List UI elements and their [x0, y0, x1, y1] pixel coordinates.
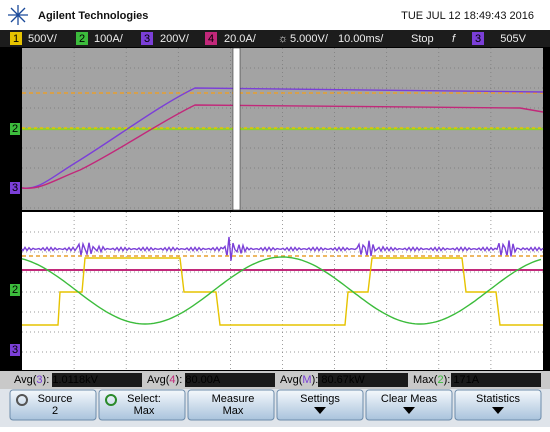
lower-panel	[22, 212, 543, 370]
measurement-channel: 4	[169, 374, 175, 386]
channel-marker-label: 3	[12, 182, 18, 194]
softkey-arrow	[492, 407, 504, 414]
traces	[21, 47, 544, 326]
softkey-icon	[16, 394, 28, 406]
channel-bar	[0, 30, 550, 47]
measurement-func: Avg(	[280, 374, 303, 386]
channel-number: 4	[208, 33, 214, 45]
measurement-func: Avg(	[147, 374, 170, 386]
measurement: Avg(3): 1.0118kV	[14, 374, 99, 386]
brand: Agilent Technologies	[38, 10, 148, 22]
run-state: Stop	[411, 33, 434, 45]
measurement-box	[451, 373, 541, 387]
trigger-source: 3	[475, 33, 481, 45]
channel-badge	[10, 32, 22, 45]
channel-scale: 100A/	[94, 33, 124, 45]
channel-scale: 20.0A/	[224, 33, 257, 45]
measurement-value: ): 171A	[444, 374, 480, 386]
measurement-box	[318, 373, 408, 387]
channel-badge	[205, 32, 217, 45]
channel-marker-label: 2	[12, 123, 18, 135]
trace-ch2-lower	[21, 256, 542, 325]
softkey-value: 2	[52, 405, 58, 417]
measurement-channel: 2	[437, 374, 443, 386]
trigger-slope: f	[452, 33, 456, 45]
measurement: Avg(M): 80.67kW	[280, 374, 365, 386]
softkey-label: Settings	[300, 393, 340, 405]
softkey-arrow	[314, 407, 326, 414]
measurement-func: Avg(	[14, 374, 37, 386]
measurement-value: ): 80.00A	[176, 374, 221, 386]
measurement-box	[52, 373, 142, 387]
softkey-label: Select:	[127, 393, 161, 405]
softkey-label: Statistics	[476, 393, 521, 405]
header-bg	[0, 0, 550, 30]
measurement-func: Max(	[413, 374, 438, 386]
channel-marker	[10, 123, 20, 135]
channel-marker-label: 3	[12, 344, 18, 356]
softkey-label: Clear Meas	[381, 393, 438, 405]
softkey-label: Source	[38, 393, 73, 405]
measurement-value: ): 1.0118kV	[43, 374, 99, 386]
channel-marker	[10, 344, 20, 356]
channel-marker	[10, 182, 20, 194]
measurement-channel: M	[302, 374, 311, 386]
trace-ch3-lower	[21, 236, 544, 261]
channel-marker	[10, 284, 20, 296]
softkey[interactable]	[365, 389, 453, 421]
measurement: Max(2): 171A	[413, 374, 480, 386]
channel-badge	[141, 32, 153, 45]
softkey-label: Measure	[212, 393, 255, 405]
softkey[interactable]	[276, 389, 364, 421]
measurement-box	[185, 373, 275, 387]
softkey[interactable]	[454, 389, 542, 421]
math-scale: 5.000V/	[290, 33, 329, 45]
softkey[interactable]	[98, 389, 186, 421]
trigger-level: 505V	[500, 33, 526, 45]
channel-badge	[76, 32, 88, 45]
softkey[interactable]	[9, 389, 97, 421]
measurement: Avg(4): 80.00A	[147, 374, 221, 386]
logo	[8, 5, 28, 25]
trace-ch4-upper	[21, 104, 544, 189]
channel-number: 1	[13, 33, 19, 45]
measurement-value: ): 80.67kW	[312, 374, 366, 386]
channel-marker-label: 2	[12, 284, 18, 296]
channel-number: 3	[144, 33, 150, 45]
timebase: 10.00ms/	[338, 33, 384, 45]
softkey-arrow	[403, 407, 415, 414]
channel-scale: 200V/	[160, 33, 190, 45]
channel-scale: 500V/	[28, 33, 58, 45]
softkey-value: Max	[134, 405, 155, 417]
sun-icon: ☼	[278, 33, 288, 45]
cursor-bar	[232, 47, 241, 211]
softkey[interactable]	[187, 389, 275, 421]
softkey-icon	[105, 394, 117, 406]
softkey-value: Max	[223, 405, 244, 417]
channel-badge	[472, 32, 484, 45]
channel-number: 2	[79, 33, 85, 45]
trace-ch3-upper	[21, 87, 544, 189]
datetime: TUE JUL 12 18:49:43 2016	[401, 10, 534, 22]
measurement-channel: 3	[36, 374, 42, 386]
